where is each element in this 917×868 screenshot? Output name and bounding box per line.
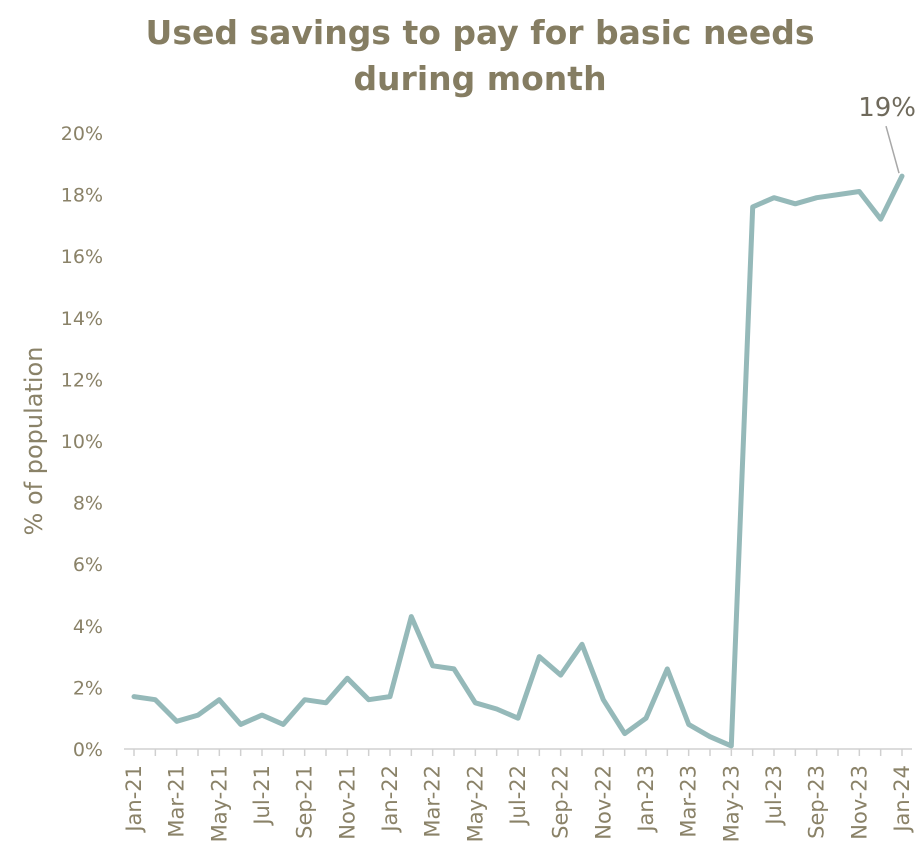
x-tick-label: Jan-23 <box>634 765 658 834</box>
x-tick-label: Jan-22 <box>378 765 402 834</box>
data-label-leader-line <box>885 125 900 174</box>
x-tick-label: Jul-23 <box>762 765 786 827</box>
x-tick-label: May-22 <box>463 765 487 842</box>
series-line <box>131 173 905 749</box>
x-tick-label: Jul-21 <box>250 765 274 827</box>
y-tick-label: 10% <box>61 431 103 453</box>
y-tick-label: 0% <box>73 739 103 761</box>
series-layer <box>131 173 905 749</box>
y-tick-label: 14% <box>61 308 103 330</box>
x-tick-label: Sep-22 <box>549 765 573 839</box>
y-tick-label: 20% <box>61 123 103 145</box>
x-tick-label: Jan-21 <box>122 765 146 834</box>
y-tick-label: 18% <box>61 185 103 207</box>
y-tick-label: 12% <box>61 369 103 391</box>
x-tick-label: Mar-23 <box>677 765 701 838</box>
y-tick-label: 16% <box>61 246 103 268</box>
x-tick-label: Jan-24 <box>890 765 914 834</box>
y-tick-label: 4% <box>73 616 103 638</box>
x-tick-label: Nov-21 <box>335 765 359 840</box>
x-tick-label: Nov-23 <box>847 765 871 840</box>
y-tick-label: 6% <box>73 554 103 576</box>
x-tick-label: Mar-22 <box>421 765 445 838</box>
x-tick-label: Jul-22 <box>506 765 530 827</box>
x-tick-label: May-23 <box>719 765 743 842</box>
x-tick-label: Sep-23 <box>805 765 829 839</box>
data-label: 19% <box>858 93 916 123</box>
chart-title: Used savings to pay for basic needs duri… <box>145 13 815 98</box>
x-tick-label: Nov-22 <box>591 765 615 840</box>
x-axis: Jan-21 Mar-21 May-21 Jul-21 Sep-21 Nov-21 Jan-… <box>122 748 914 842</box>
y-tick-label: 2% <box>73 677 103 699</box>
y-axis: 0% 2% 4% 6% 8% 10% 12% 14% 16% 18% 20% % of populat… <box>20 123 103 761</box>
y-tick-label: 8% <box>73 493 103 515</box>
x-tick-label: Sep-21 <box>293 765 317 839</box>
x-tick-label: May-21 <box>207 765 231 842</box>
annotation-layer: 19% <box>858 93 916 174</box>
y-axis-title: % of population <box>20 347 48 536</box>
x-tick-label: Mar-21 <box>165 765 189 838</box>
